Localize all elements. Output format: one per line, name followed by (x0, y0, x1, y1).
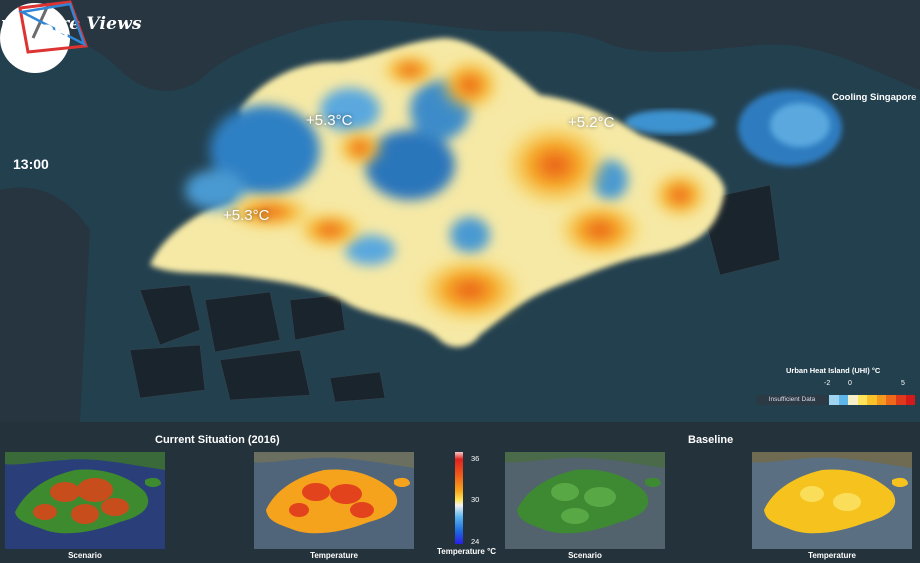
thumbnail-label: Temperature (310, 551, 358, 560)
legend-tick: 5 (901, 380, 905, 387)
western-land (0, 187, 90, 422)
thumbnail-label: Scenario (568, 551, 602, 560)
logo-subtitle: Cooling Singapore (832, 92, 917, 103)
legend-swatch (857, 395, 868, 405)
logo-mark: CS (38, 20, 69, 45)
legend-color-bar (829, 395, 916, 405)
temperature-colorbar (455, 452, 463, 544)
temperature-tick: 30 (471, 495, 480, 504)
eastern-island (625, 90, 842, 166)
temperature-tick: 24 (471, 537, 480, 546)
baseline-title: Baseline (688, 434, 734, 446)
legend-swatch (848, 395, 858, 405)
cooling-singapore-logo: CS (18, 0, 89, 54)
legend-swatch (867, 395, 877, 405)
legend-swatch (829, 395, 839, 405)
thumbnail-label: Scenario (68, 551, 102, 560)
map-view[interactable]: ingapore Views 13:00 +5.3°C +5.2°C +5.3°… (0, 0, 920, 422)
current-situation-title: Current Situation (2016) (155, 434, 280, 446)
legend-swatch (886, 395, 896, 405)
thumbnail-label: Temperature (808, 551, 856, 560)
cool-zones (185, 80, 628, 265)
baseline-scenario-thumbnail[interactable] (505, 452, 665, 549)
legend-tick: -2 (824, 380, 831, 387)
legend-title: Urban Heat Island (UHI) °C (786, 366, 881, 375)
uhi-annotation: +5.3°C (223, 207, 270, 224)
legend-swatch (895, 395, 906, 405)
temperature-scale-label: Temperature °C (437, 547, 497, 556)
temperature-tick: 36 (471, 454, 480, 463)
legend-swatch (905, 395, 916, 405)
uhi-annotation: +5.3°C (306, 112, 353, 129)
legend-tick: 0 (848, 380, 852, 387)
malaysia-land (0, 0, 920, 91)
singapore-map (0, 0, 920, 422)
current-scenario-thumbnail[interactable] (5, 452, 165, 549)
current-temperature-thumbnail[interactable] (254, 452, 414, 549)
hot-zones (225, 52, 710, 325)
baseline-temperature-thumbnail[interactable] (752, 452, 912, 549)
legend-swatch (838, 395, 849, 405)
legend-insufficient-data: Insufficient Data (756, 395, 828, 405)
time-readout: 13:00 (13, 156, 49, 172)
uhi-annotation: +5.2°C (568, 114, 615, 131)
legend-swatch (876, 395, 887, 405)
